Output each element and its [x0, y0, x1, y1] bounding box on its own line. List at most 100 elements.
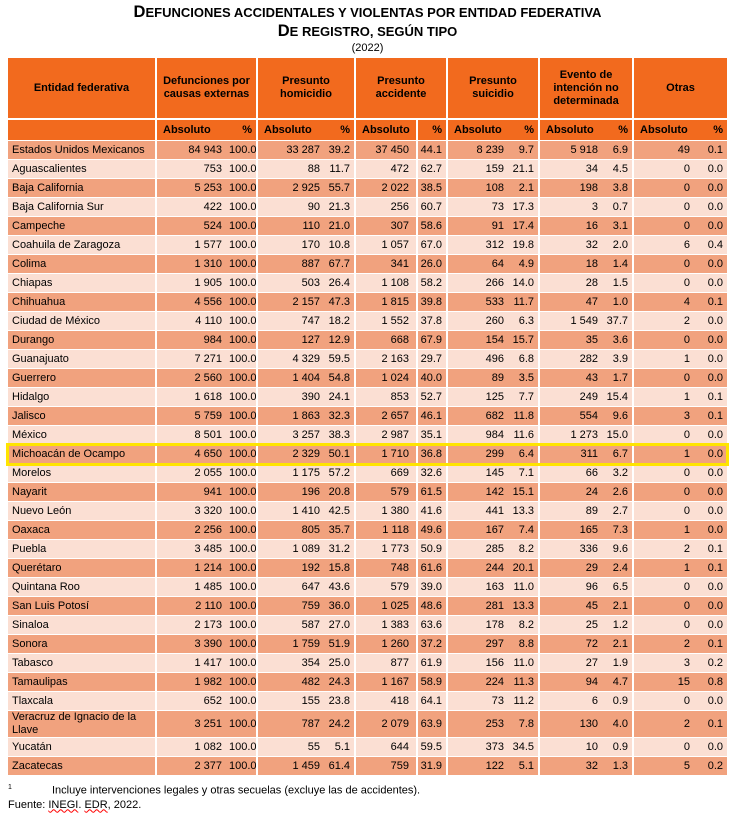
percent-value: 100.0 — [229, 274, 258, 293]
absolute-value: 1 380 — [356, 502, 418, 521]
table-row: Oaxaca 2 256 100.0 805 35.7 1 118 49.6 167 7.4 16… — [8, 521, 728, 540]
table-row: Zacatecas 2 377 100.0 1 459 61.4 759 31.9 122 5.… — [8, 757, 728, 776]
table-row: Campeche 524 100.0 110 21.0 307 58.6 91 17.4 16 3.… — [8, 217, 728, 236]
absolute-value: 2 157 — [258, 293, 327, 312]
absolute-value: 1 773 — [356, 540, 418, 559]
percent-value: 8.8 — [511, 635, 541, 654]
footnote-text: Incluye intervenciones legales y otras s… — [52, 784, 421, 797]
table-row: Nuevo León 3 320 100.0 1 410 42.5 1 380 41.6 44… — [8, 502, 728, 521]
entity-name: Zacatecas — [8, 757, 157, 776]
percent-value: 3.9 — [605, 350, 635, 369]
percent-value: 15.1 — [511, 483, 541, 502]
entity-name: Sonora — [8, 635, 157, 654]
entity-name: Tlaxcala — [8, 692, 157, 711]
absolute-value: 5 918 — [540, 141, 606, 160]
percent-value: 0.9 — [605, 692, 635, 711]
percent-value: 59.5 — [418, 738, 449, 757]
absolute-value: 587 — [258, 616, 327, 635]
absolute-value: 72 — [540, 635, 606, 654]
absolute-value: 73 — [448, 692, 512, 711]
absolute-value: 1 410 — [258, 502, 327, 521]
percent-value: 3.1 — [605, 217, 635, 236]
entity-name: Campeche — [8, 217, 157, 236]
entity-name: Nuevo León — [8, 502, 157, 521]
absolute-value: 0 — [634, 502, 698, 521]
absolute-value: 1 982 — [157, 673, 229, 692]
absolute-value: 0 — [634, 483, 698, 502]
absolute-value: 8 239 — [448, 141, 512, 160]
absolute-value: 32 — [540, 236, 606, 255]
absolute-value: 7 271 — [157, 350, 229, 369]
subheader-absolute: Absoluto — [157, 120, 229, 141]
absolute-value: 1 417 — [157, 654, 229, 673]
footnote-marker: 1 — [8, 784, 12, 791]
absolute-value: 64 — [448, 255, 512, 274]
percent-value: 14.0 — [511, 274, 541, 293]
percent-value: 6.3 — [511, 312, 541, 331]
source-sep2: , — [107, 798, 114, 811]
percent-value: 50.1 — [327, 445, 356, 464]
absolute-value: 89 — [448, 369, 512, 388]
percent-value: 100.0 — [229, 350, 258, 369]
footnote-line: 1 Incluye intervenciones legales y otras … — [8, 781, 735, 798]
absolute-value: 472 — [356, 160, 418, 179]
percent-value: 0.0 — [697, 331, 728, 350]
absolute-value: 2 256 — [157, 521, 229, 540]
percent-value: 38.3 — [327, 426, 356, 445]
absolute-value: 2 560 — [157, 369, 229, 388]
table-header: Entidad federativa Defunciones por causa… — [8, 58, 728, 141]
absolute-value: 2 925 — [258, 179, 327, 198]
absolute-value: 266 — [448, 274, 512, 293]
table-row: Baja California 5 253 100.0 2 925 55.7 2 022 3… — [8, 179, 728, 198]
percent-value: 17.3 — [511, 198, 541, 217]
subheader-percent: % — [605, 120, 635, 141]
percent-value: 36.0 — [327, 597, 356, 616]
percent-value: 26.4 — [327, 274, 356, 293]
percent-value: 0.1 — [697, 407, 728, 426]
percent-value: 40.0 — [418, 369, 449, 388]
percent-value: 11.2 — [511, 692, 541, 711]
absolute-value: 877 — [356, 654, 418, 673]
table-row: Aguascalientes 753 100.0 88 11.7 472 62.7 159 21… — [8, 160, 728, 179]
percent-value: 11.6 — [511, 426, 541, 445]
absolute-value: 170 — [258, 236, 327, 255]
entity-name: Yucatán — [8, 738, 157, 757]
page-title-line-2: DE REGISTRO, SEGÚN TIPO — [277, 22, 458, 40]
absolute-value: 94 — [540, 673, 606, 692]
percent-value: 100.0 — [229, 483, 258, 502]
percent-value: 0.4 — [697, 236, 728, 255]
table-row: Michoacán de Ocampo 4 650 100.0 2 329 50.1 1 … — [5, 443, 730, 466]
entity-name: Chihuahua — [8, 293, 157, 312]
percent-value: 0.0 — [697, 738, 728, 757]
absolute-value: 0 — [634, 255, 698, 274]
percent-value: 67.9 — [418, 331, 449, 350]
absolute-value: 244 — [448, 559, 512, 578]
header-group-undetermined: Evento de intención no determinada — [540, 58, 635, 120]
absolute-value: 2 — [634, 312, 698, 331]
percent-value: 0.7 — [605, 198, 635, 217]
absolute-value: 5 759 — [157, 407, 229, 426]
absolute-value: 941 — [157, 483, 229, 502]
absolute-value: 154 — [448, 331, 512, 350]
entity-name: Sinaloa — [8, 616, 157, 635]
percent-value: 0.8 — [697, 673, 728, 692]
footnotes: 1 Incluye intervenciones legales y otras … — [8, 781, 735, 812]
percent-value: 44.1 — [418, 141, 449, 160]
absolute-value: 1 175 — [258, 464, 327, 483]
absolute-value: 122 — [448, 757, 512, 776]
percent-value: 100.0 — [229, 540, 258, 559]
percent-value: 37.2 — [418, 635, 449, 654]
absolute-value: 644 — [356, 738, 418, 757]
table-row: Guanajuato 7 271 100.0 4 329 59.5 2 163 29.7 49… — [8, 350, 728, 369]
percent-value: 19.8 — [511, 236, 541, 255]
entity-name: Baja California — [8, 179, 157, 198]
table-row: Quintana Roo 1 485 100.0 647 43.6 579 39.0 163 1… — [8, 578, 728, 597]
header-group-homicide: Presunto homicidio — [258, 58, 356, 120]
percent-value: 2.1 — [511, 179, 541, 198]
absolute-value: 1 260 — [356, 635, 418, 654]
table-row: Sonora 3 390 100.0 1 759 51.9 1 260 37.2 297 8.8… — [8, 635, 728, 654]
table-row: Chiapas 1 905 100.0 503 26.4 1 108 58.2 266 14.0… — [8, 274, 728, 293]
absolute-value: 163 — [448, 578, 512, 597]
percent-value: 6.8 — [511, 350, 541, 369]
percent-value: 13.3 — [511, 597, 541, 616]
